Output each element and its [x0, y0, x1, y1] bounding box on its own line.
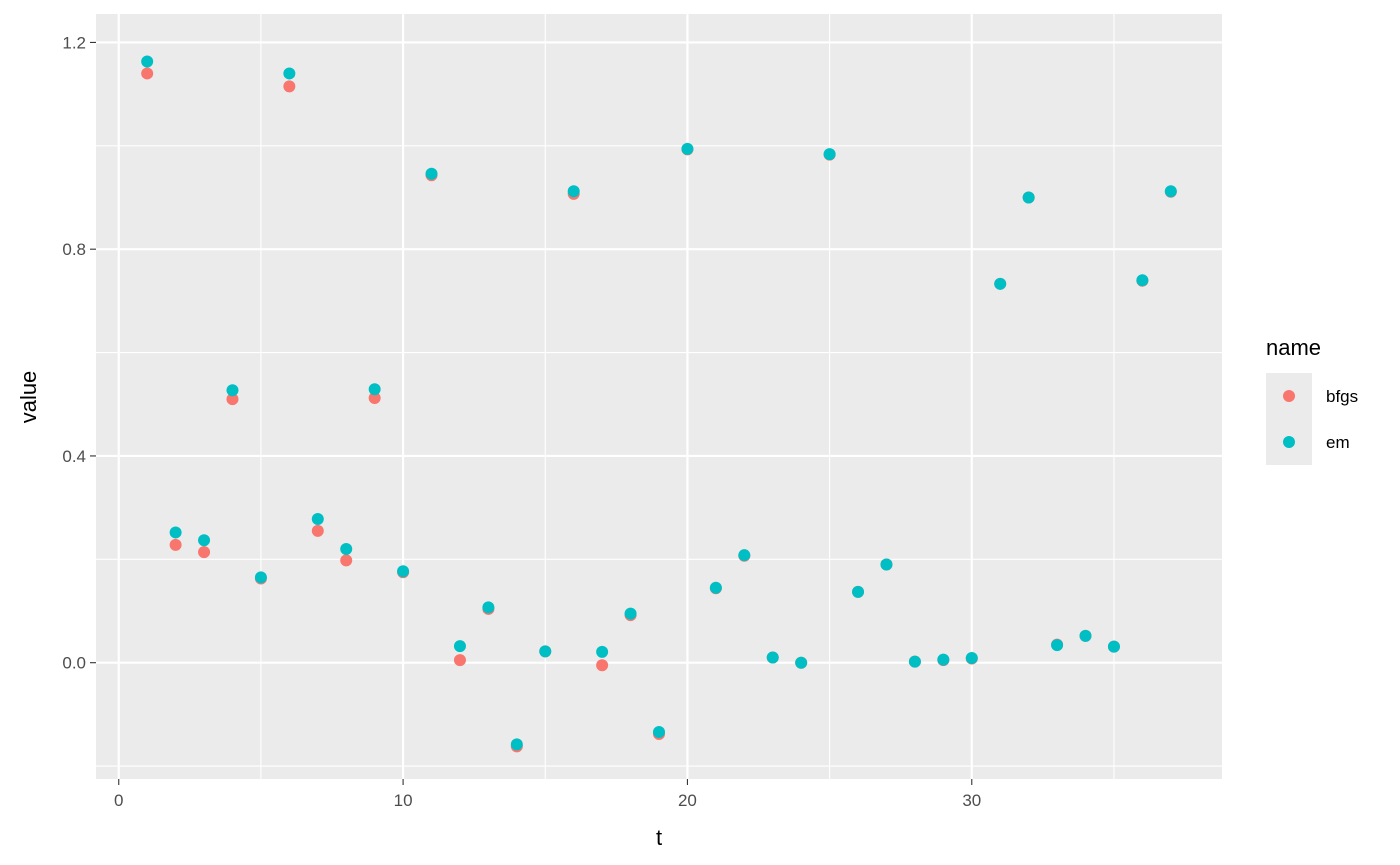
point-em [937, 653, 950, 666]
x-tick-label: 10 [394, 791, 413, 810]
point-em [141, 55, 154, 68]
point-bfgs [368, 392, 381, 405]
x-tick-label: 30 [962, 791, 981, 810]
legend: name bfgs em [1266, 335, 1358, 465]
point-bfgs [198, 546, 211, 559]
point-em [254, 571, 267, 584]
point-em [397, 565, 410, 578]
point-em [596, 645, 609, 658]
point-em [1079, 629, 1092, 642]
y-tick-label: 0.4 [62, 447, 86, 466]
x-axis-title: t [656, 825, 662, 850]
point-bfgs [311, 524, 324, 537]
point-bfgs [453, 654, 466, 667]
x-tick-label: 0 [114, 791, 123, 810]
point-bfgs [596, 659, 609, 672]
point-em [1022, 191, 1035, 204]
point-em [1051, 639, 1064, 652]
series-em [141, 55, 1177, 751]
point-em [709, 581, 722, 594]
y-axis-title: value [16, 371, 41, 424]
point-em [795, 656, 808, 669]
point-bfgs [340, 554, 353, 567]
point-em [624, 607, 637, 620]
point-em [283, 67, 296, 80]
point-em [880, 558, 893, 571]
point-bfgs [141, 67, 154, 80]
major-gridlines [96, 14, 1222, 779]
point-bfgs [226, 393, 239, 406]
point-em [681, 142, 694, 155]
point-em [965, 652, 978, 665]
point-em [1136, 274, 1149, 287]
y-tick-label: 0.0 [62, 654, 86, 673]
minor-gridlines [96, 14, 1222, 779]
legend-label-bfgs: bfgs [1326, 387, 1358, 406]
point-em [425, 167, 438, 180]
point-em [738, 549, 751, 562]
point-em [169, 526, 182, 539]
point-em [311, 513, 324, 526]
point-em [1164, 185, 1177, 198]
legend-title: name [1266, 335, 1321, 360]
point-em [453, 640, 466, 653]
y-tick-label: 0.8 [62, 240, 86, 259]
point-em [766, 651, 779, 664]
point-em [198, 534, 211, 547]
point-bfgs [169, 538, 182, 551]
point-em [852, 585, 865, 598]
point-bfgs [283, 80, 296, 93]
legend-label-em: em [1326, 433, 1350, 452]
x-tick-label: 20 [678, 791, 697, 810]
point-em [908, 655, 921, 668]
point-em [226, 384, 239, 397]
legend-key-bfgs [1283, 390, 1295, 402]
data-points [141, 55, 1177, 753]
point-em [510, 738, 523, 751]
point-em [340, 542, 353, 555]
point-em [368, 383, 381, 396]
axis-ticks: 0 10 20 30 0.0 0.4 0.8 1.2 [62, 33, 981, 810]
y-tick-label: 1.2 [62, 33, 86, 52]
plot-panel [96, 14, 1222, 779]
point-em [823, 148, 836, 161]
point-em [539, 645, 552, 658]
point-em [994, 277, 1007, 290]
point-em [567, 185, 580, 198]
legend-key-em [1283, 436, 1295, 448]
point-em [1107, 640, 1120, 653]
point-em [482, 601, 495, 614]
point-em [653, 725, 665, 738]
